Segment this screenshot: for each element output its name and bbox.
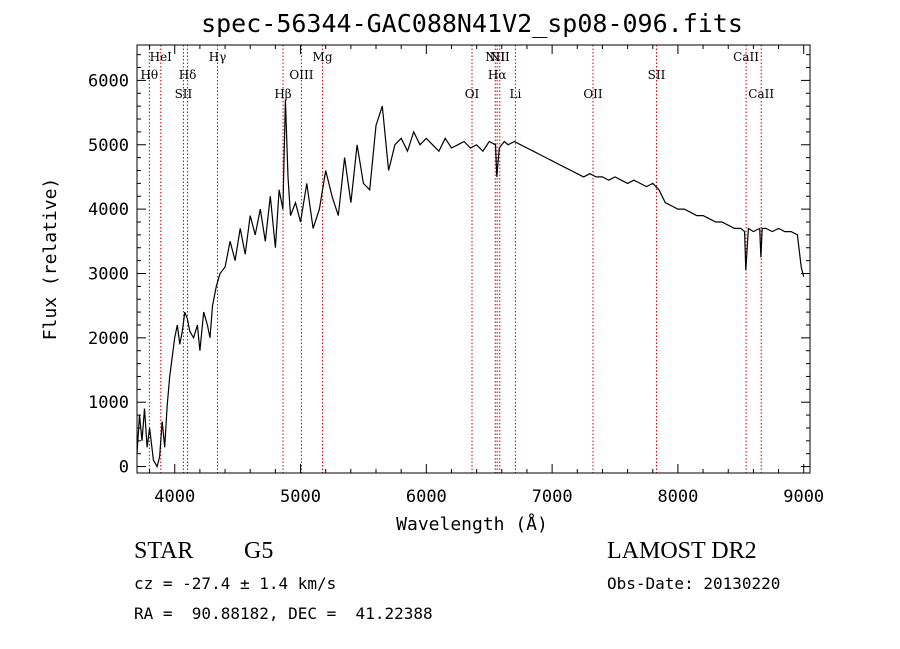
spectral-line-label: SII [648,68,666,82]
x-tick-label: 7000 [532,487,573,507]
y-tick-label: 0 [119,458,129,478]
x-tick-label: 4000 [154,487,195,507]
object-type: STAR [134,538,194,564]
spectral-line-label: Hα [488,68,507,82]
spectral-line-label: Hγ [209,50,227,64]
coordinates: RA = 90.88182, DEC = 41.22388 [134,604,433,623]
spectral-line-label: Li [509,87,521,101]
spectral-line-label: CaII [748,87,774,101]
spectral-line-label: OI [465,87,480,101]
chart-title: spec-56344-GAC088N41V2_sp08-096.fits [201,9,743,38]
y-tick-label: 1000 [88,393,129,413]
spectral-line-label: Hβ [274,87,291,101]
x-axis-label: Wavelength (Å) [396,513,548,535]
y-tick-label: 5000 [88,136,129,156]
y-tick-label: 6000 [88,71,129,91]
spectral-line-label: SII [175,87,193,101]
spectrum-line [136,99,805,469]
spectral-line-label: NII [490,50,510,64]
y-tick-label: 2000 [88,329,129,349]
spectral-line-label: OII [583,87,603,101]
x-tick-label: 9000 [783,487,824,507]
survey-name: LAMOST DR2 [607,538,757,564]
spectral-subclass: G5 [244,538,274,564]
spectral-line-label: HeI [150,50,173,64]
x-tick-label: 5000 [280,487,321,507]
spectral-line-label: Hθ [140,68,158,82]
redshift-text: cz = -27.4 ± 1.4 km/s [134,574,337,593]
y-tick-label: 3000 [88,264,129,284]
obs-date: Obs-Date: 20130220 [607,574,781,593]
y-axis-label: Flux (relative) [40,178,61,341]
spectral-line-label: Mg [313,50,333,64]
x-axis: 4000 5000 6000 7000 8000 9000 [149,45,824,507]
y-axis: 0 1000 2000 3000 4000 5000 6000 [88,54,810,478]
spectral-line-label: Hδ [179,68,197,82]
spectral-line-label: OIII [289,68,313,82]
spectral-line-markers [148,45,762,473]
x-tick-label: 6000 [406,487,447,507]
x-tick-label: 8000 [657,487,698,507]
plot-frame [136,44,811,474]
spectral-line-label: NII [485,50,505,64]
spectral-line-label: CaII [733,50,759,64]
y-tick-label: 4000 [88,200,129,220]
